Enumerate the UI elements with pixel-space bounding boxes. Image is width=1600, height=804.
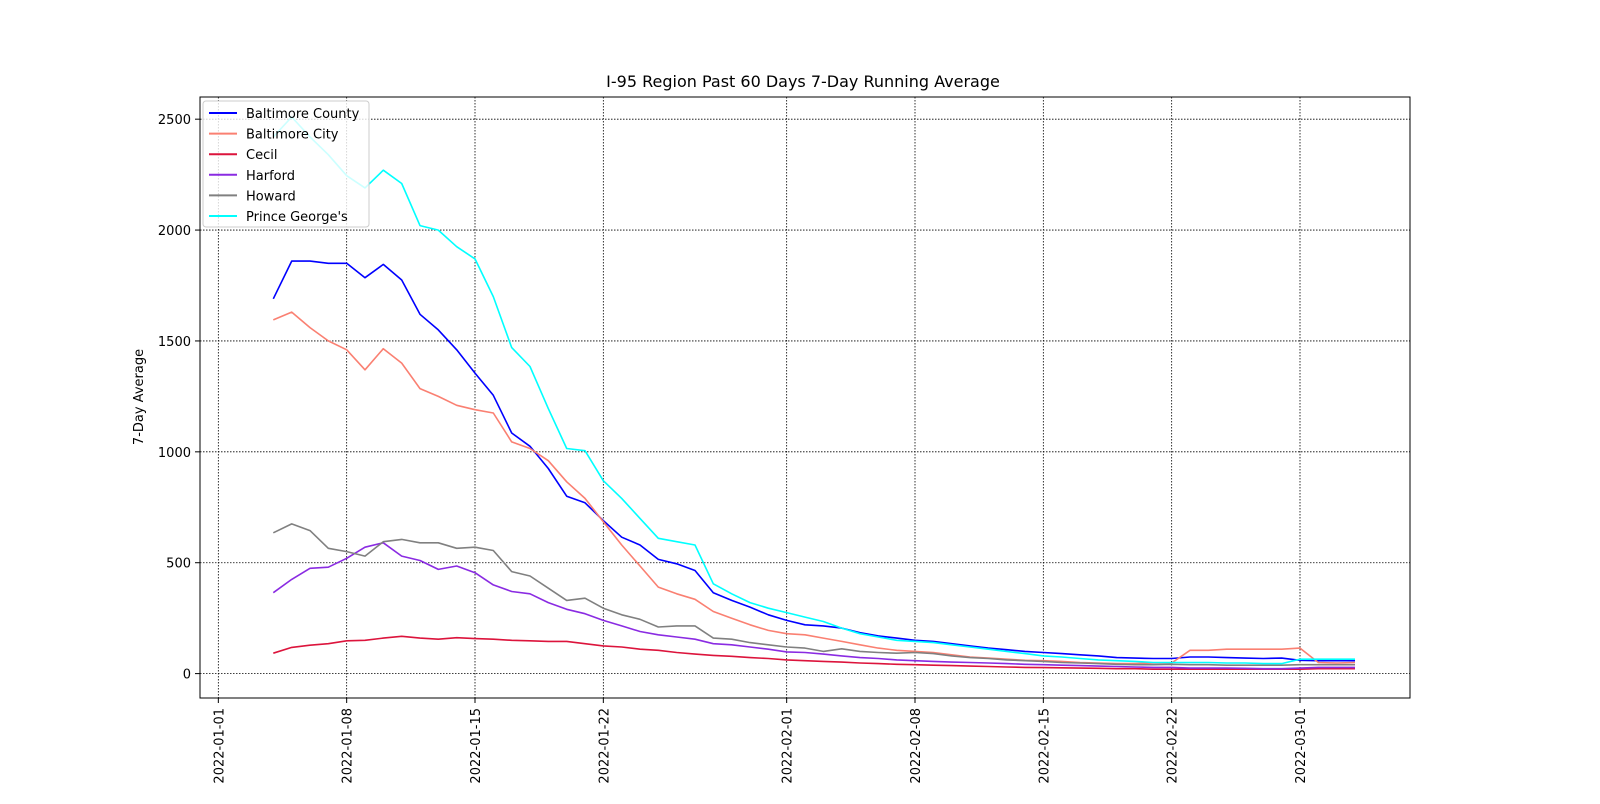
- grid: [200, 97, 1410, 698]
- x-tick-label: 2022-02-08: [909, 708, 924, 784]
- series-line-howard: [272, 523, 1355, 667]
- y-tick-label: 2000: [158, 224, 191, 239]
- chart-title: I-95 Region Past 60 Days 7-Day Running A…: [606, 72, 1000, 91]
- x-tick-label: 2022-01-01: [212, 708, 227, 784]
- legend: Baltimore County Baltimore City Cecil Harfo…: [202, 100, 370, 228]
- x-tick-label: 2022-02-22: [1166, 708, 1181, 784]
- x-tick-label: 2022-02-01: [781, 708, 796, 784]
- x-tick-label: 2022-02-15: [1037, 708, 1052, 784]
- y-tick-label: 2500: [158, 113, 191, 128]
- series-lines: [272, 116, 1356, 671]
- y-tick-label: 1500: [158, 335, 191, 350]
- legend-label: Cecil: [246, 148, 277, 163]
- legend-box: [202, 100, 370, 228]
- axis-ticks: 2022-01-01 2022-01-08 2022-01-15 2022-01-22…: [158, 113, 1309, 783]
- x-tick-label: 2022-01-08: [341, 708, 356, 784]
- legend-label: Baltimore County: [246, 107, 360, 122]
- x-tick-label: 2022-01-22: [597, 708, 612, 784]
- y-tick-label: 1000: [158, 446, 191, 461]
- series-line-harford: [272, 541, 1355, 670]
- legend-label: Harford: [246, 169, 295, 184]
- series-line-baltimore-county: [272, 260, 1355, 662]
- legend-label: Howard: [246, 189, 296, 204]
- plot-frame: [199, 96, 1411, 699]
- series-line-prince-george-s: [272, 116, 1355, 665]
- legend-label: Baltimore City: [246, 128, 339, 143]
- series-line-cecil: [273, 635, 1355, 671]
- y-tick-label: 0: [183, 668, 191, 683]
- x-tick-label: 2022-01-15: [469, 708, 484, 784]
- series-line-baltimore-city: [272, 311, 1356, 665]
- x-tick-label: 2022-03-01: [1294, 708, 1309, 784]
- legend-label: Prince George's: [246, 210, 348, 225]
- y-tick-label: 500: [166, 557, 191, 572]
- y-axis-label: 7-Day Average: [132, 349, 147, 445]
